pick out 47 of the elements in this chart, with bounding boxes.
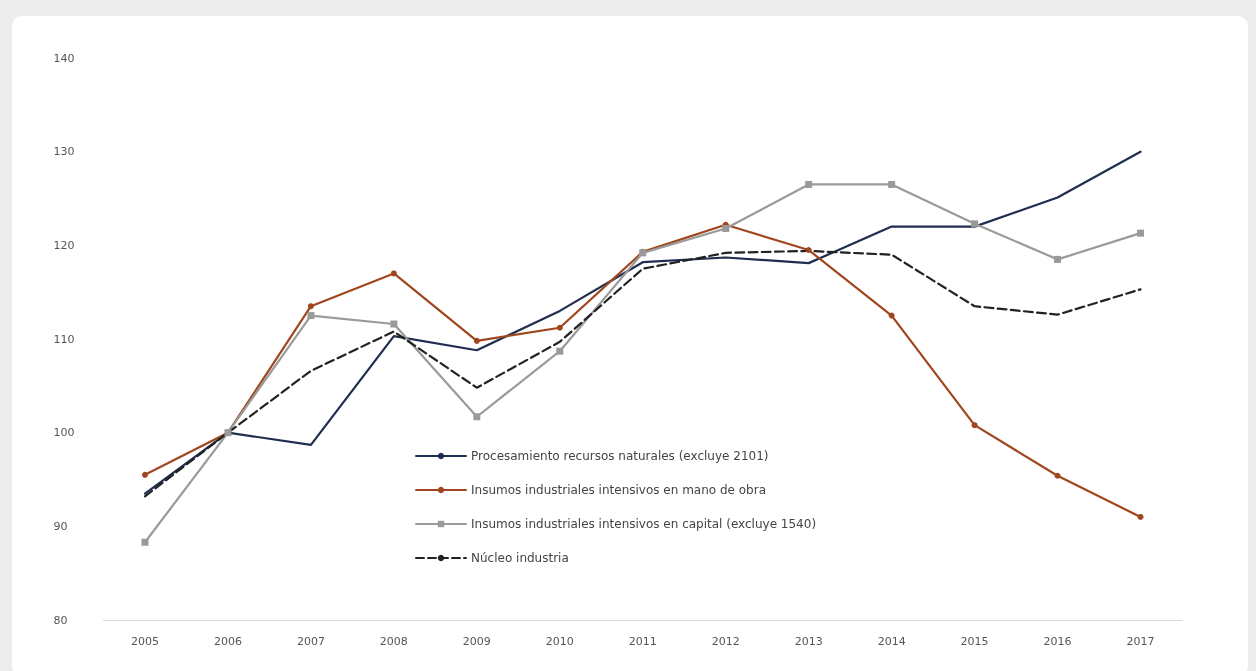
y-tick-label: 110	[53, 332, 75, 346]
x-tick-label: 2009	[462, 635, 491, 648]
x-tick-label: 2008	[379, 635, 408, 648]
legend-label: Insumos industriales intensivos en mano de obra	[471, 483, 767, 497]
x-tick-label: 2011	[628, 635, 657, 648]
line-series	[143, 249, 1142, 498]
point	[556, 324, 563, 331]
x-tick-label: 2015	[960, 635, 989, 648]
y-tick-label: 100	[53, 426, 75, 440]
point	[805, 247, 812, 254]
x-tick-label: 2006	[213, 635, 242, 648]
point	[141, 538, 149, 546]
x-tick-label: 2005	[130, 635, 159, 648]
point	[390, 320, 398, 328]
y-tick-label: 140	[53, 51, 75, 65]
point	[1137, 229, 1145, 237]
point	[722, 224, 730, 232]
point	[805, 180, 813, 188]
legend-label: Procesamiento recursos naturales (excluye 2101)	[471, 449, 769, 463]
point	[971, 220, 979, 228]
legend-label: Insumos industriales intensivos en capital (excluye 1540)	[471, 517, 817, 531]
point	[390, 270, 397, 277]
x-tick-label: 2010	[545, 635, 574, 648]
point	[888, 312, 895, 319]
point	[307, 303, 314, 310]
x-tick-label: 2007	[296, 635, 325, 648]
y-tick-label: 90	[53, 519, 68, 533]
point	[971, 422, 978, 429]
point	[888, 180, 896, 188]
point	[1054, 472, 1061, 479]
point	[307, 312, 315, 320]
x-tick-label: 2014	[877, 635, 906, 648]
point	[473, 337, 480, 344]
point	[556, 347, 564, 355]
y-tick-label: 80	[53, 613, 68, 627]
x-tick-label: 2017	[1126, 635, 1155, 648]
point	[473, 413, 481, 421]
x-tick-label: 2016	[1043, 635, 1072, 648]
point	[1054, 255, 1062, 263]
legend-label: Núcleo industria	[471, 551, 569, 565]
line-series	[143, 150, 1142, 495]
y-tick-label: 130	[53, 145, 75, 159]
point	[1137, 513, 1144, 520]
y-tick-label: 120	[53, 238, 75, 252]
x-tick-label: 2012	[711, 635, 740, 648]
x-tick-label: 2013	[794, 635, 823, 648]
point	[141, 471, 148, 478]
